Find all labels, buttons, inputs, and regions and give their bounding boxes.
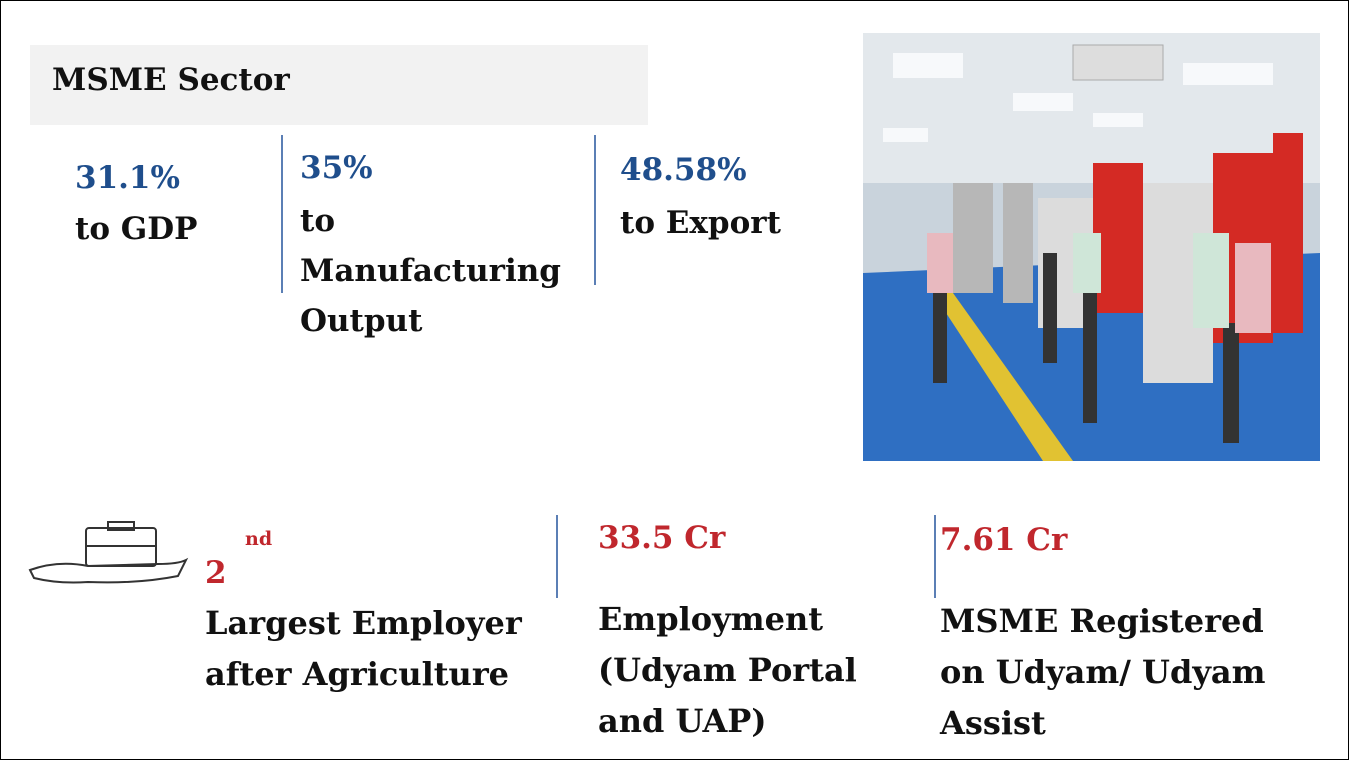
highlight-label: MSME Registered on Udyam/ Udyam Assist — [940, 596, 1266, 749]
label-line: (Udyam Portal — [598, 645, 857, 696]
stat-label: to Manufacturing Output — [300, 196, 561, 346]
label-line: Assist — [940, 698, 1266, 749]
label-line: Largest Employer — [205, 598, 522, 649]
stat-value: 31.1% — [75, 160, 180, 196]
title: MSME Sector — [52, 58, 290, 102]
divider — [594, 135, 596, 285]
label-line: Employment — [598, 594, 857, 645]
label-line: and UAP) — [598, 696, 857, 747]
divider — [556, 515, 558, 598]
highlight-value: 33.5 Cr — [598, 520, 725, 556]
page: MSME Sector 31.1% to GDP 35% to Manufact… — [0, 0, 1351, 742]
divider — [934, 515, 936, 598]
highlight-label: Largest Employer after Agriculture — [205, 598, 522, 700]
stat-value: 35% — [300, 150, 373, 186]
label-line: on Udyam/ Udyam — [940, 647, 1266, 698]
label-line: to — [300, 196, 561, 246]
label-line: Output — [300, 296, 561, 346]
divider — [281, 135, 283, 293]
stat-label: to Export — [620, 198, 781, 248]
label-line: Manufacturing — [300, 246, 561, 296]
stat-value: 48.58% — [620, 152, 747, 188]
superscript: nd — [245, 528, 272, 550]
label-line: to GDP — [75, 204, 197, 254]
workshop-photo — [863, 33, 1320, 461]
label-line: MSME Registered — [940, 596, 1266, 647]
highlight-value: 7.61 Cr — [940, 522, 1067, 558]
employer-icon — [28, 520, 208, 590]
stat-label: to GDP — [75, 204, 197, 254]
highlight-label: Employment (Udyam Portal and UAP) — [598, 594, 857, 747]
label-line: after Agriculture — [205, 649, 522, 700]
label-line: to Export — [620, 198, 781, 248]
highlight-value: 2 — [205, 555, 227, 591]
